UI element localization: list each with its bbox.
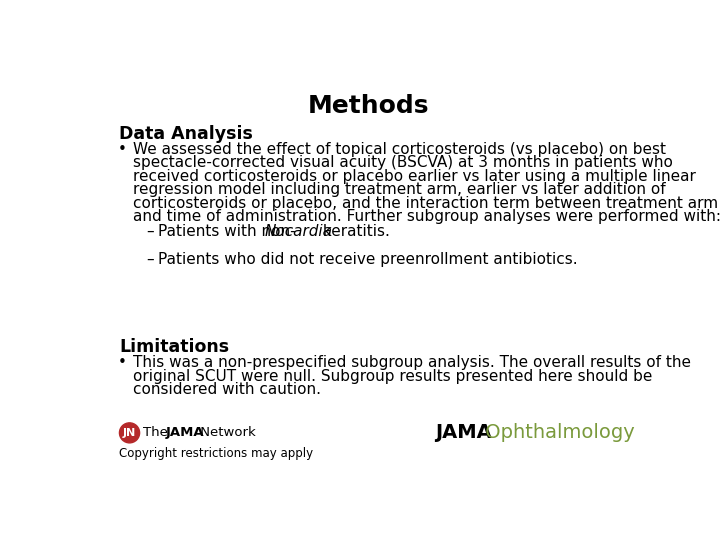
Text: JAMA: JAMA xyxy=(435,423,492,442)
Text: spectacle-corrected visual acuity (BSCVA) at 3 months in patients who: spectacle-corrected visual acuity (BSCVA… xyxy=(133,156,673,170)
Text: considered with caution.: considered with caution. xyxy=(133,382,321,397)
Text: regression model including treatment arm, earlier vs later addition of: regression model including treatment arm… xyxy=(133,182,666,197)
Text: JN: JN xyxy=(123,428,136,438)
Text: •: • xyxy=(118,355,127,370)
Text: –: – xyxy=(145,224,153,239)
Text: keratitis.: keratitis. xyxy=(318,224,390,239)
Text: and time of administration. Further subgroup analyses were performed with:: and time of administration. Further subg… xyxy=(133,209,720,224)
Text: corticosteroids or placebo, and the interaction term between treatment arm: corticosteroids or placebo, and the inte… xyxy=(133,195,719,211)
Text: •: • xyxy=(118,142,127,157)
Text: Patients with non-: Patients with non- xyxy=(158,224,296,239)
Text: Copyright restrictions may apply: Copyright restrictions may apply xyxy=(120,447,314,460)
Text: original SCUT were null. Subgroup results presented here should be: original SCUT were null. Subgroup result… xyxy=(133,369,653,383)
Text: We assessed the effect of topical corticosteroids (vs placebo) on best: We assessed the effect of topical cortic… xyxy=(133,142,667,157)
Text: Methods: Methods xyxy=(308,94,430,118)
Text: Ophthalmology: Ophthalmology xyxy=(479,423,634,442)
Text: Network: Network xyxy=(196,427,256,440)
Text: JAMA: JAMA xyxy=(166,427,204,440)
Text: The: The xyxy=(143,427,173,440)
Text: Nocardia: Nocardia xyxy=(265,224,333,239)
Text: Limitations: Limitations xyxy=(120,338,230,356)
Text: Data Analysis: Data Analysis xyxy=(120,125,253,143)
Text: received corticosteroids or placebo earlier vs later using a multiple linear: received corticosteroids or placebo earl… xyxy=(133,168,696,184)
Text: –: – xyxy=(145,252,153,267)
Text: Patients who did not receive preenrollment antibiotics.: Patients who did not receive preenrollme… xyxy=(158,252,578,267)
Text: This was a non-prespecified subgroup analysis. The overall results of the: This was a non-prespecified subgroup ana… xyxy=(133,355,691,370)
Circle shape xyxy=(120,423,140,443)
